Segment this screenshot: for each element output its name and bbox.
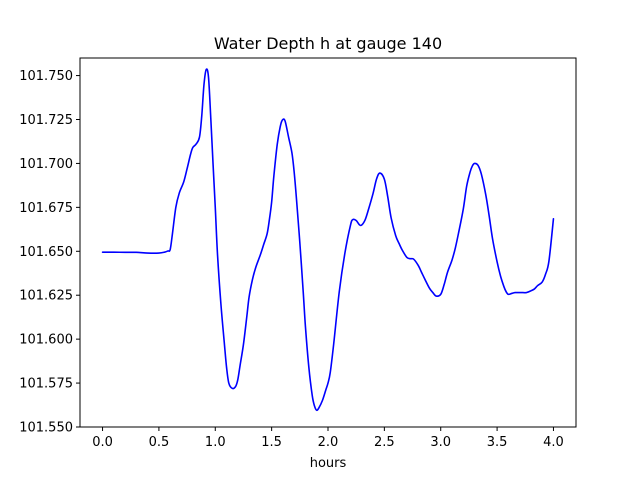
x-tick-label: 1.0	[205, 435, 226, 450]
x-tick-label: 3.0	[430, 435, 451, 450]
x-tick-label: 2.5	[374, 435, 395, 450]
x-tick-label: 2.0	[318, 435, 339, 450]
y-tick-label: 101.625	[19, 289, 73, 304]
y-tick-label: 101.575	[19, 377, 73, 392]
x-tick-label: 1.5	[261, 435, 282, 450]
x-tick-label: 0.0	[92, 435, 113, 450]
series-layer	[101, 68, 555, 412]
x-tick-label: 4.0	[543, 435, 564, 450]
x-tick-label: 3.5	[487, 435, 508, 450]
y-tick-label: 101.675	[19, 201, 73, 216]
y-tick-label: 101.550	[19, 421, 73, 436]
y-axis: 101.550 101.575 101.600 101.625 101.650 101.6…	[19, 69, 80, 436]
y-tick-label: 101.650	[19, 245, 73, 260]
x-tick-label: 0.5	[149, 435, 170, 450]
y-tick-label: 101.725	[19, 113, 73, 128]
y-tick-label: 101.700	[19, 157, 73, 172]
x-axis: 0.0 0.5 1.0 1.5 2.0 2.5 3.0 3.5 4.0	[92, 427, 564, 450]
y-tick-label: 101.600	[19, 333, 73, 348]
chart-title: Water Depth h at gauge 140	[214, 34, 442, 53]
y-tick-label: 101.750	[19, 69, 73, 84]
series-line	[101, 68, 555, 412]
x-axis-label: hours	[310, 456, 347, 471]
plot-area	[80, 58, 576, 427]
